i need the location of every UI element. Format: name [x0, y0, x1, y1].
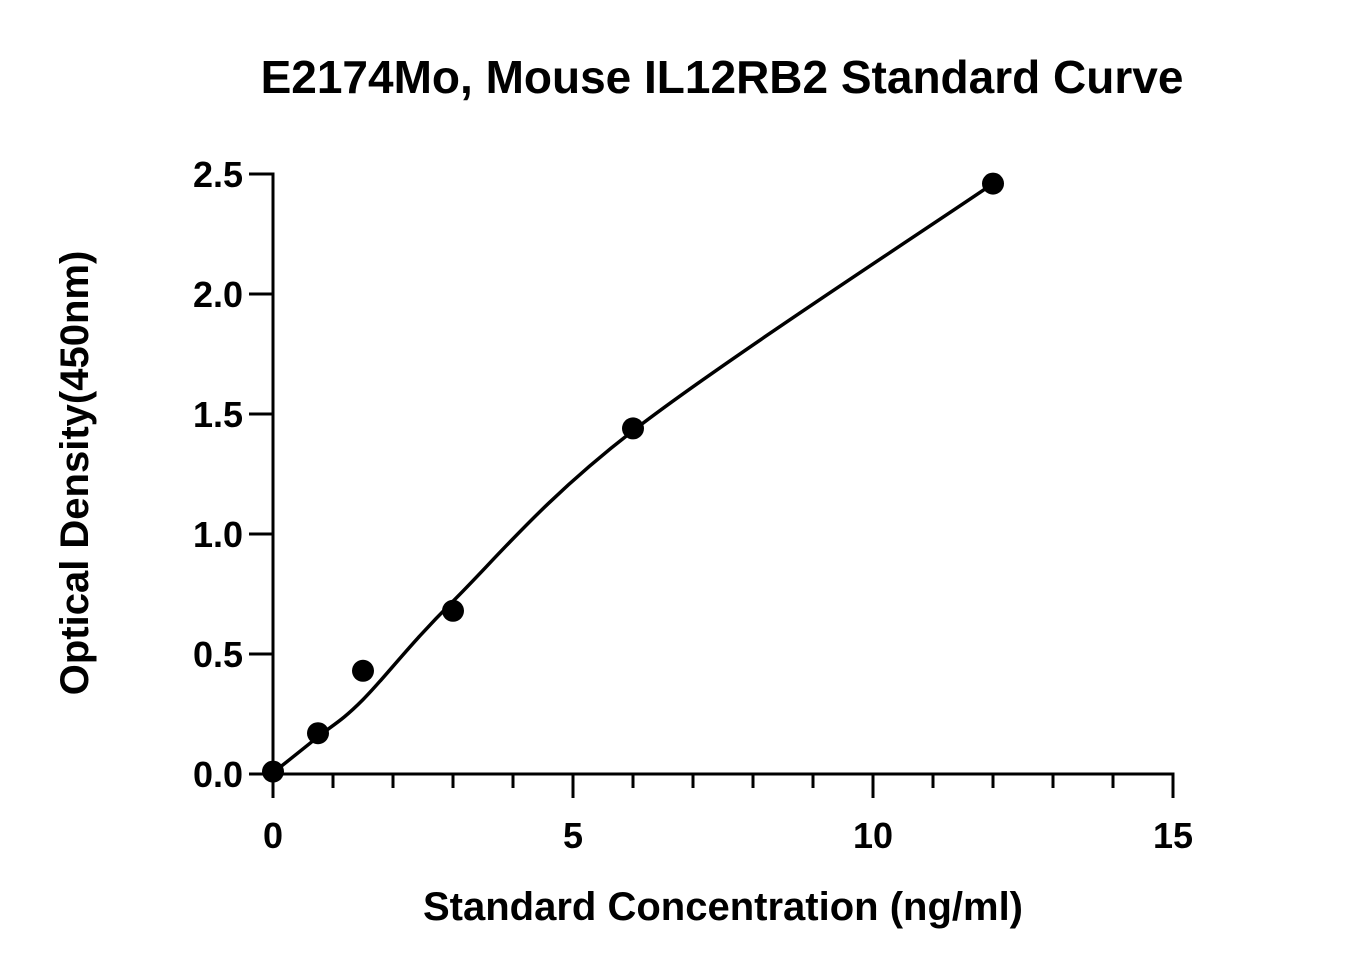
- y-tick-label: 0.5: [193, 634, 243, 675]
- y-tick-label: 0.0: [193, 754, 243, 795]
- data-point: [982, 172, 1004, 195]
- chart-title: E2174Mo, Mouse IL12RB2 Standard Curve: [261, 51, 1184, 103]
- fit-curve-line: [271, 182, 994, 775]
- x-tick-label: 5: [563, 815, 583, 856]
- fit-curve: [271, 182, 994, 775]
- data-points: [262, 172, 1004, 783]
- data-point: [262, 760, 284, 783]
- y-tick-label: 2.5: [193, 154, 243, 195]
- x-tick-label: 10: [853, 815, 893, 856]
- data-point: [442, 599, 464, 622]
- y-tick-label: 1.0: [193, 514, 243, 555]
- data-point: [307, 722, 329, 745]
- y-axis: 0.0 0.5 1.0 1.5 2.0 2.5: [193, 154, 275, 795]
- x-axis: 0 5 10 15: [263, 772, 1193, 856]
- data-point: [622, 417, 644, 440]
- data-point: [352, 659, 374, 682]
- y-tick-label: 2.0: [193, 274, 243, 315]
- y-axis-label: Optical Density(450nm): [53, 251, 97, 696]
- x-axis-label: Standard Concentration (ng/ml): [423, 885, 1023, 929]
- y-tick-label: 1.5: [193, 394, 243, 435]
- x-tick-label: 15: [1153, 815, 1193, 856]
- x-tick-label: 0: [263, 815, 283, 856]
